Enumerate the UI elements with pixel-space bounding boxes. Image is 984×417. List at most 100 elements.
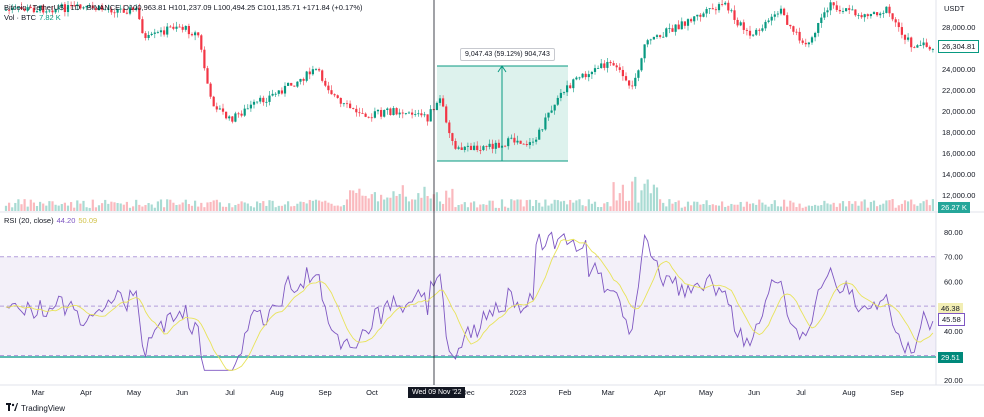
volume-bar — [442, 203, 445, 211]
candle-body — [655, 35, 659, 37]
candle-body — [339, 97, 342, 104]
candle-body — [823, 12, 826, 18]
volume-bar — [342, 205, 345, 211]
candle-body — [445, 106, 448, 123]
candle-body — [888, 6, 891, 14]
volume-bar — [305, 203, 308, 211]
volume-bar — [237, 203, 240, 211]
candle-body — [779, 8, 783, 14]
candle-body — [336, 95, 339, 98]
volume-bar — [373, 192, 376, 211]
price-tick-label: 28,000.00 — [942, 23, 975, 32]
volume-bar — [194, 200, 197, 211]
volume-bar — [488, 200, 491, 211]
volume-bar — [879, 204, 882, 211]
volume-bar — [767, 206, 770, 211]
volume-bar — [243, 202, 246, 211]
symbol-title[interactable]: Bitcoin / TetherUS · 1D · BINANCE — [4, 3, 121, 12]
candle-body — [903, 34, 907, 40]
volume-bar — [739, 201, 742, 211]
candle-body — [671, 28, 674, 32]
candle-body — [132, 7, 135, 11]
candle-body — [897, 22, 900, 28]
volume-bar — [646, 179, 649, 211]
volume-bar — [693, 201, 696, 211]
volume-bar — [578, 199, 581, 211]
candle-body — [26, 7, 29, 11]
volume-bar — [922, 201, 925, 211]
volume-bar — [113, 202, 116, 211]
candle-body — [497, 142, 500, 148]
volume-bar — [73, 207, 76, 211]
candle-body — [603, 63, 606, 68]
volume-bar — [680, 207, 683, 211]
volume-bar — [581, 205, 584, 211]
volume-bar — [550, 203, 553, 211]
candle-body — [122, 8, 125, 13]
volume-bar — [469, 202, 473, 211]
volume-label[interactable]: Vol · BTC — [4, 13, 37, 22]
volume-bar — [45, 205, 48, 211]
volume-bar — [274, 207, 277, 211]
volume-bar — [110, 201, 113, 211]
candle-body — [668, 28, 671, 30]
candle-body — [308, 71, 311, 75]
candle-body — [460, 147, 463, 150]
volume-bar — [566, 204, 569, 211]
volume-bar — [531, 206, 535, 211]
volume-bar — [144, 205, 147, 211]
volume-bar — [29, 199, 32, 211]
rsi-label[interactable]: RSI (20, close) — [4, 216, 54, 225]
candle-body — [637, 70, 640, 78]
candle-body — [141, 19, 144, 34]
candle-body — [163, 30, 166, 35]
candle-body — [296, 81, 299, 87]
candle-body — [535, 139, 538, 142]
volume-bar — [721, 201, 724, 211]
volume-bar — [538, 202, 541, 211]
price-tick-label: 12,000.00 — [942, 191, 975, 200]
volume-bar — [910, 199, 913, 211]
volume-bar — [714, 205, 717, 211]
candle-body — [249, 104, 252, 109]
candle-body — [851, 9, 854, 11]
rsi-tick-label: 80.00 — [944, 228, 963, 237]
volume-bar — [541, 206, 544, 211]
volume-bar — [283, 204, 287, 211]
candle-body — [349, 103, 352, 109]
candle-body — [730, 10, 733, 12]
volume-bar — [699, 204, 702, 211]
volume-bar — [773, 200, 776, 211]
candle-body — [280, 90, 283, 94]
volume-bar — [597, 207, 600, 211]
volume-bar — [841, 201, 845, 211]
volume-bar — [35, 205, 39, 211]
candle-body — [516, 140, 519, 143]
volume-bar — [485, 204, 488, 211]
volume-bar — [575, 200, 578, 211]
volume-bar — [411, 199, 414, 211]
candle-body — [181, 26, 184, 30]
volume-bar — [14, 202, 17, 211]
candle-body — [891, 13, 894, 20]
volume-bar — [271, 200, 274, 211]
volume-bar — [711, 204, 714, 211]
volume-bar — [454, 207, 457, 211]
candle-body — [652, 36, 655, 40]
volume-bar — [866, 207, 869, 211]
tradingview-brand[interactable]: TradingView — [6, 403, 65, 413]
candle-body — [190, 34, 194, 36]
volume-bar — [352, 190, 355, 211]
volume-bar — [612, 182, 615, 211]
volume-bar — [820, 205, 823, 211]
volume-bar — [931, 199, 934, 211]
volume-bar — [668, 199, 671, 211]
candle-body — [745, 29, 748, 31]
volume-bar — [919, 203, 922, 211]
candle-body — [318, 69, 321, 71]
candle-body — [128, 7, 132, 14]
candle-body — [559, 92, 562, 98]
volume-bar — [184, 199, 187, 211]
volume-bar — [882, 203, 885, 211]
